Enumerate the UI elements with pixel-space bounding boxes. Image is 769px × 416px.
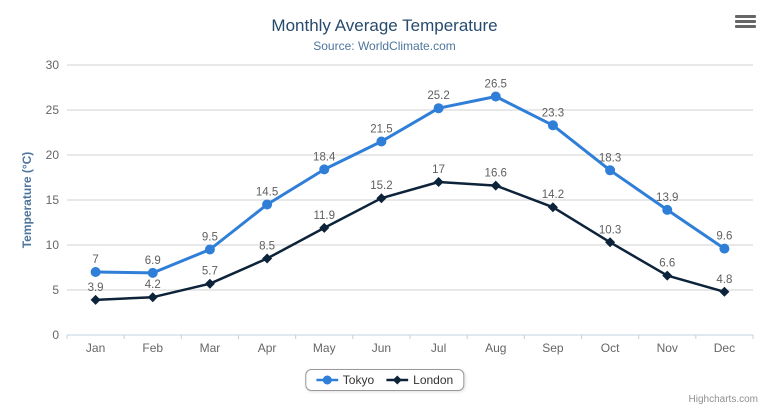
hamburger-menu-icon[interactable]: [735, 15, 756, 28]
x-axis-label: Sep: [542, 341, 564, 355]
legend-item-tokyo[interactable]: Tokyo: [315, 373, 375, 387]
data-label: 23.3: [542, 107, 564, 119]
data-label: 7: [92, 254, 98, 266]
data-label: 6.6: [659, 258, 675, 270]
data-label: 3.9: [88, 282, 104, 294]
data-label: 5.7: [202, 266, 218, 278]
data-label: 9.6: [716, 231, 732, 243]
x-axis-label: May: [313, 341, 336, 355]
y-axis-label: 15: [46, 193, 60, 207]
data-point-tokyo[interactable]: [376, 136, 387, 147]
data-label: 9.5: [202, 232, 218, 244]
data-label: 10.3: [599, 224, 621, 236]
x-axis-label: Jan: [86, 341, 105, 355]
data-point-tokyo[interactable]: [662, 204, 673, 215]
menu-bar: [735, 25, 756, 28]
data-point-london[interactable]: [605, 237, 616, 248]
data-label: 6.9: [145, 255, 161, 267]
y-axis-label: 20: [46, 148, 60, 162]
data-label: 14.2: [542, 189, 564, 201]
data-label: 11.9: [313, 210, 335, 222]
data-label: 18.4: [313, 151, 336, 163]
data-label: 15.2: [370, 180, 392, 192]
data-point-tokyo[interactable]: [147, 267, 158, 278]
legend[interactable]: Tokyo London: [304, 369, 465, 391]
y-axis-label: 25: [46, 103, 60, 117]
data-point-london[interactable]: [204, 278, 215, 289]
y-axis-label: 0: [52, 328, 59, 342]
data-label: 25.2: [427, 90, 449, 102]
data-point-tokyo[interactable]: [90, 267, 101, 277]
data-label: 14.5: [256, 187, 278, 199]
data-label: 13.9: [656, 192, 678, 204]
data-point-tokyo[interactable]: [433, 103, 444, 114]
menu-bar: [735, 20, 756, 23]
data-point-london[interactable]: [719, 286, 730, 297]
legend-item-london[interactable]: London: [386, 373, 453, 387]
data-point-london[interactable]: [376, 193, 387, 204]
series-line-london[interactable]: [94, 180, 726, 302]
data-point-london[interactable]: [490, 180, 501, 191]
chart-subtitle: Source: WorldClimate.com: [313, 39, 456, 53]
data-point-london[interactable]: [90, 294, 101, 305]
data-point-london[interactable]: [662, 270, 673, 281]
data-point-london[interactable]: [433, 177, 444, 187]
data-label: 4.8: [716, 274, 732, 286]
chart-title: Monthly Average Temperature: [271, 16, 498, 35]
x-axis-label: Feb: [142, 341, 163, 355]
data-point-london[interactable]: [319, 222, 330, 233]
x-axis-label: Jun: [372, 341, 391, 355]
data-point-london[interactable]: [262, 253, 273, 264]
x-axis-label: Aug: [485, 341, 506, 355]
data-point-tokyo[interactable]: [262, 199, 273, 210]
data-point-tokyo[interactable]: [547, 120, 558, 131]
data-point-tokyo[interactable]: [490, 91, 501, 102]
data-point-tokyo[interactable]: [605, 165, 616, 176]
data-label: 17: [432, 164, 445, 176]
y-axis-label: 5: [52, 283, 59, 297]
data-point-london[interactable]: [147, 292, 158, 303]
highcharts-credits-link[interactable]: Highcharts.com: [688, 394, 758, 405]
x-axis-label: Apr: [258, 341, 277, 355]
data-label: 16.6: [485, 168, 507, 180]
x-axis-label: Dec: [714, 341, 735, 355]
data-label: 8.5: [259, 241, 275, 253]
data-point-tokyo[interactable]: [719, 243, 730, 254]
series-line-tokyo[interactable]: [94, 95, 726, 275]
london-series-marker-icon: [386, 375, 409, 385]
x-axis-label: Mar: [200, 341, 221, 355]
tokyo-series-marker-icon: [315, 375, 338, 385]
data-label: 18.3: [599, 152, 621, 164]
legend-item-label: London: [413, 373, 454, 387]
x-axis-label: Oct: [601, 341, 620, 355]
data-label: 4.2: [145, 279, 161, 291]
y-axis-label: 10: [46, 238, 60, 252]
data-label: 21.5: [370, 124, 392, 136]
x-axis-label: Nov: [657, 341, 678, 355]
x-axis-label: Jul: [431, 341, 446, 355]
y-axis-label: 30: [46, 58, 60, 72]
menu-bar: [735, 15, 756, 18]
data-label: 26.5: [485, 79, 507, 91]
data-point-tokyo[interactable]: [204, 244, 215, 255]
data-point-tokyo[interactable]: [319, 164, 330, 175]
data-point-london[interactable]: [547, 202, 558, 213]
legend-item-label: Tokyo: [342, 373, 375, 387]
